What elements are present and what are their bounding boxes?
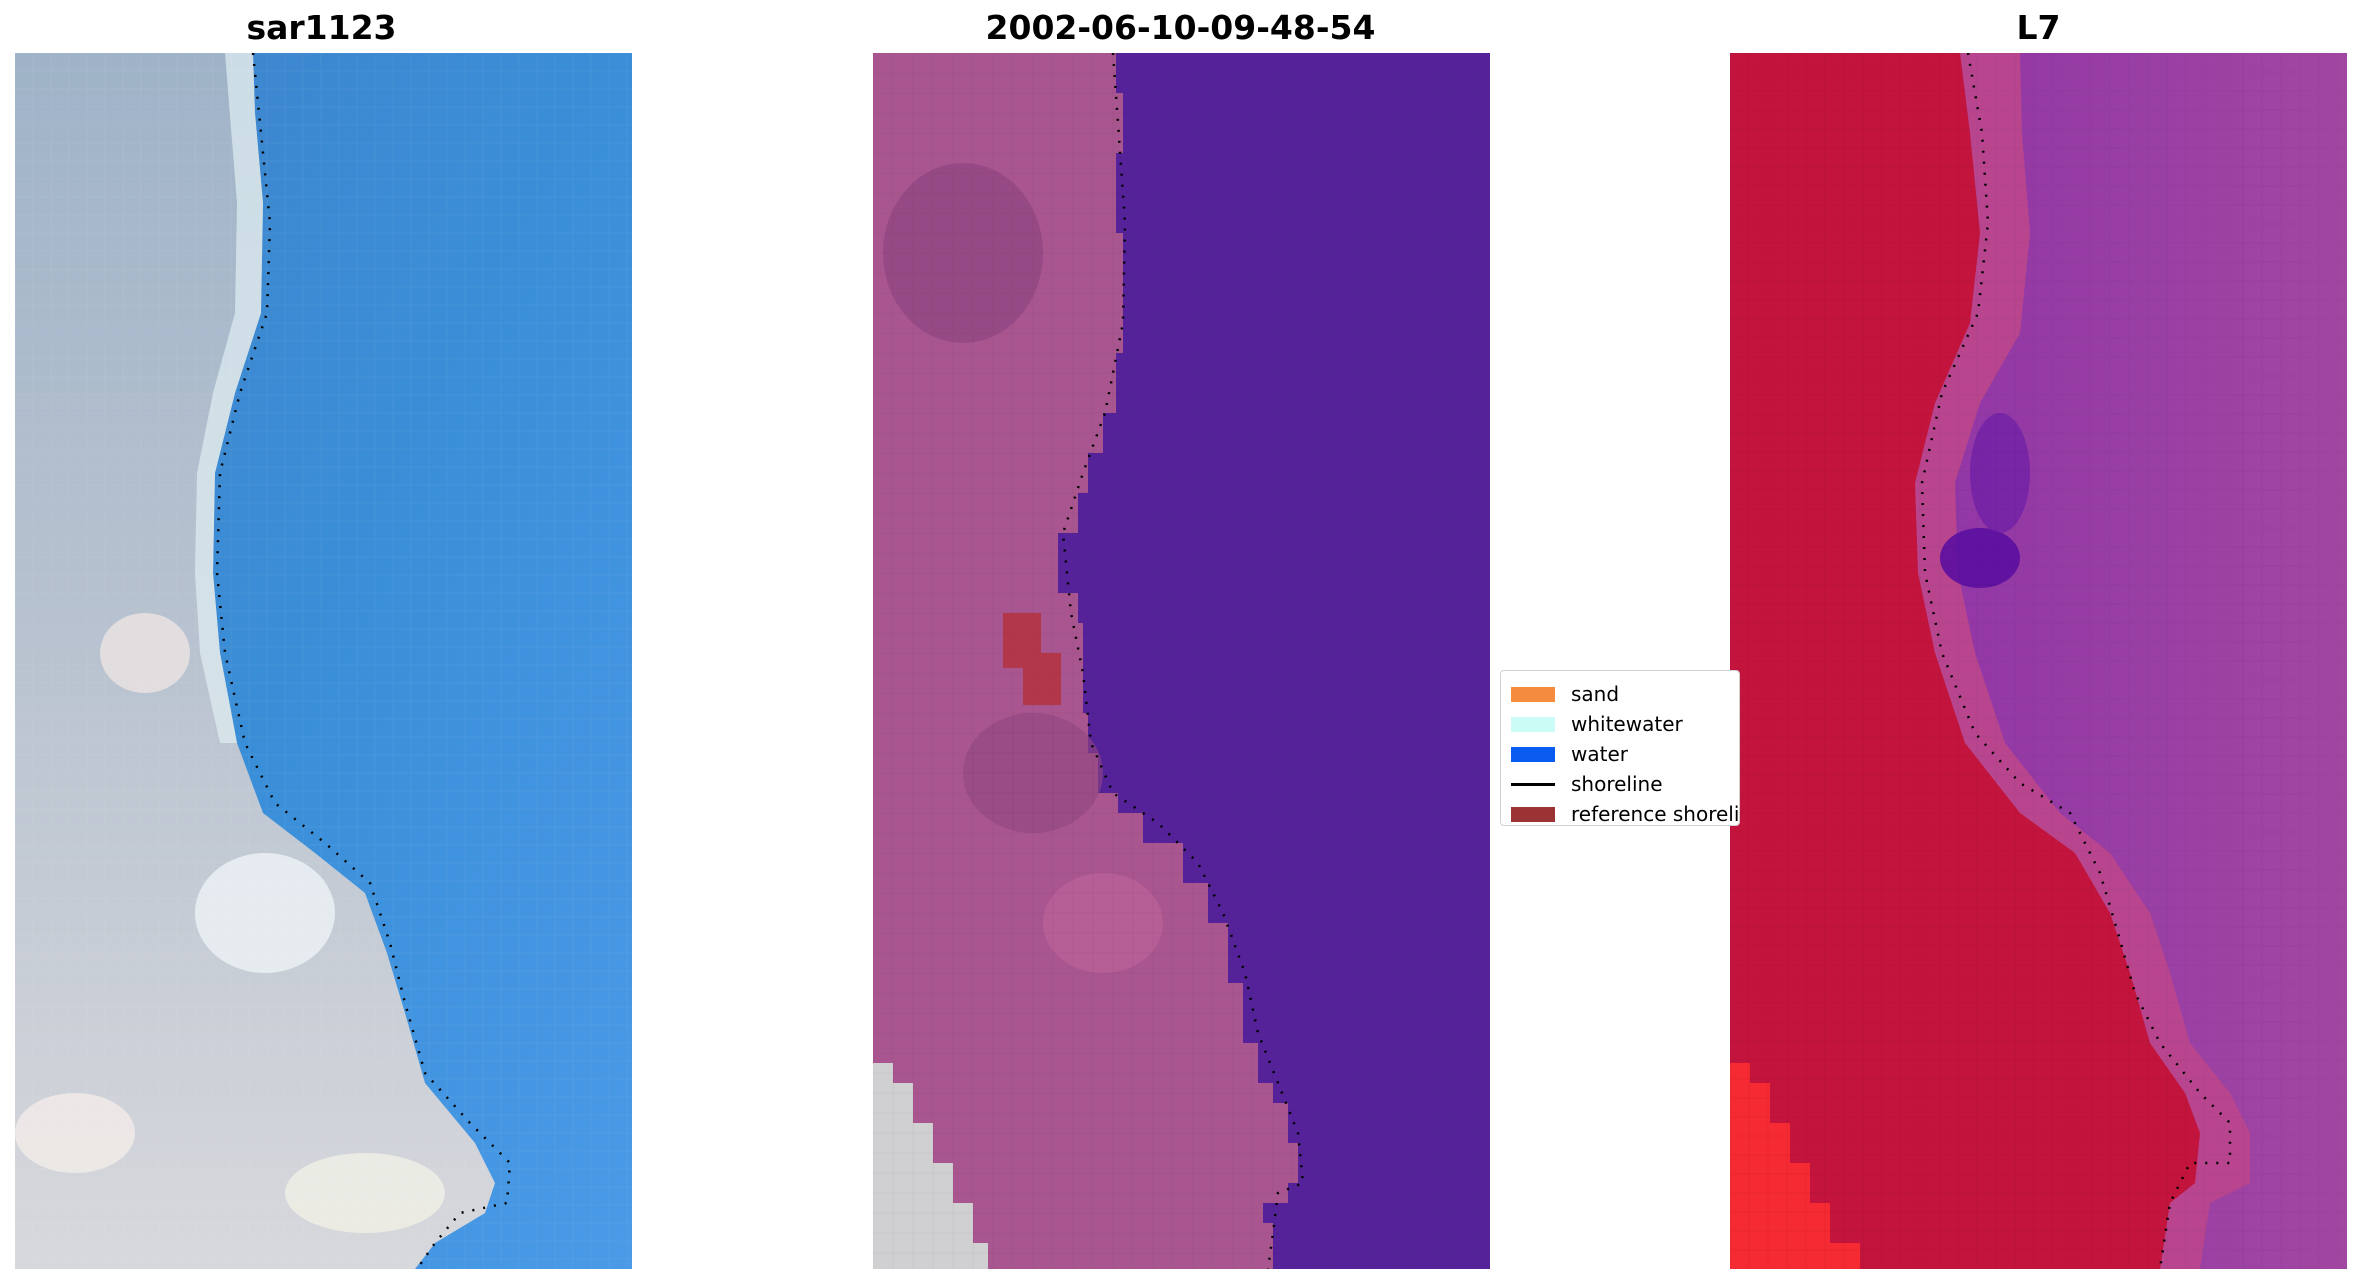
rgb-image-panel [15,53,632,1269]
nir-image-panel [1730,53,2347,1269]
legend-label: reference shoreline [1571,802,1740,826]
sand-swatch [1511,686,1555,702]
shoreline-dots [1920,53,2232,1269]
legend-item-shoreline: shoreline [1511,769,1739,799]
legend-label: sand [1571,682,1620,706]
whitewater-swatch [1511,716,1555,732]
legend-item-whitewater: whitewater [1511,709,1739,739]
panel-title-classified: 2002-06-10-09-48-54 [985,8,1376,47]
legend-label: whitewater [1571,712,1683,736]
shoreline-line-swatch [1511,782,1555,786]
legend-label: shoreline [1571,772,1663,796]
water-swatch [1511,746,1555,762]
panel-title-rgb: sar1123 [246,8,397,47]
legend-item-reference-shoreline: reference shoreline [1511,799,1740,826]
legend-label: water [1571,742,1628,766]
reference-shoreline-swatch [1511,806,1555,822]
legend-item-water: water [1511,739,1739,769]
legend: sand whitewater water shoreline referenc… [1500,670,1740,826]
classified-image-panel [873,53,1490,1269]
legend-item-sand: sand [1511,679,1739,709]
panel-title-nir: L7 [2016,8,2061,47]
